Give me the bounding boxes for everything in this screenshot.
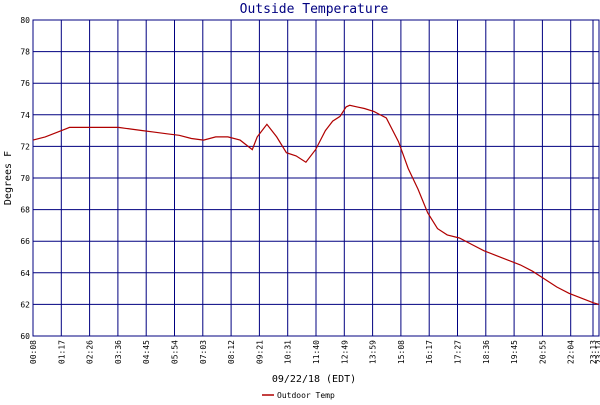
x-tick-label: 18:36 [482, 340, 491, 364]
x-axis-label: 09/22/18 (EDT) [272, 374, 356, 385]
x-tick-label: 23:13 [589, 340, 598, 364]
y-tick-labels: 60 62 64 66 68 70 72 74 76 78 80 [20, 16, 30, 341]
x-tick-label: 10:31 [284, 340, 293, 364]
x-tick-label: 23:14 [595, 340, 600, 364]
grid-lines [32, 19, 599, 337]
x-tick-label: 00:08 [29, 340, 38, 364]
y-tick-label: 80 [20, 16, 30, 25]
x-tick-label: 08:12 [227, 340, 236, 364]
y-tick-label: 78 [20, 48, 30, 57]
legend-label-outdoor-temp: Outdoor Temp [277, 391, 335, 400]
x-tick-label: 16:17 [425, 340, 434, 364]
legend: Outdoor Temp [262, 391, 335, 400]
y-tick-label: 60 [20, 332, 30, 341]
x-tick-label: 01:17 [57, 340, 66, 364]
x-tick-label: 17:27 [454, 340, 463, 364]
y-tick-label: 66 [20, 237, 30, 246]
x-tick-label: 07:03 [199, 340, 208, 364]
series-layer [32, 104, 600, 305]
x-tick-label: 09:21 [255, 340, 264, 364]
x-tick-label: 05:54 [171, 340, 180, 364]
x-tick-label: 15:08 [397, 340, 406, 364]
y-tick-label: 62 [20, 300, 30, 309]
y-tick-label: 72 [20, 142, 30, 151]
x-tick-label: 02:26 [86, 340, 95, 364]
x-tick-label: 12:49 [340, 340, 349, 364]
x-tick-label: 13:59 [369, 340, 378, 364]
x-tick-label: 19:45 [510, 340, 519, 364]
x-tick-label: 20:55 [538, 340, 547, 364]
x-tick-label: 22:04 [567, 340, 576, 364]
y-tick-label: 70 [20, 174, 30, 183]
x-tick-label: 11:40 [312, 340, 321, 364]
x-tick-labels: 00:08 01:17 02:26 03:36 04:45 05:54 07:03 08:12… [29, 340, 600, 364]
series-line-outdoor-temp [32, 104, 600, 305]
y-axis-label: Degrees F [3, 151, 14, 205]
x-tick-label: 03:36 [114, 340, 123, 364]
x-tick-label: 04:45 [142, 340, 151, 364]
y-tick-label: 76 [20, 79, 30, 88]
y-tick-label: 68 [20, 206, 30, 215]
y-tick-label: 74 [20, 111, 30, 120]
chart-title: Outside Temperature [240, 2, 389, 17]
y-tick-label: 64 [20, 269, 30, 278]
